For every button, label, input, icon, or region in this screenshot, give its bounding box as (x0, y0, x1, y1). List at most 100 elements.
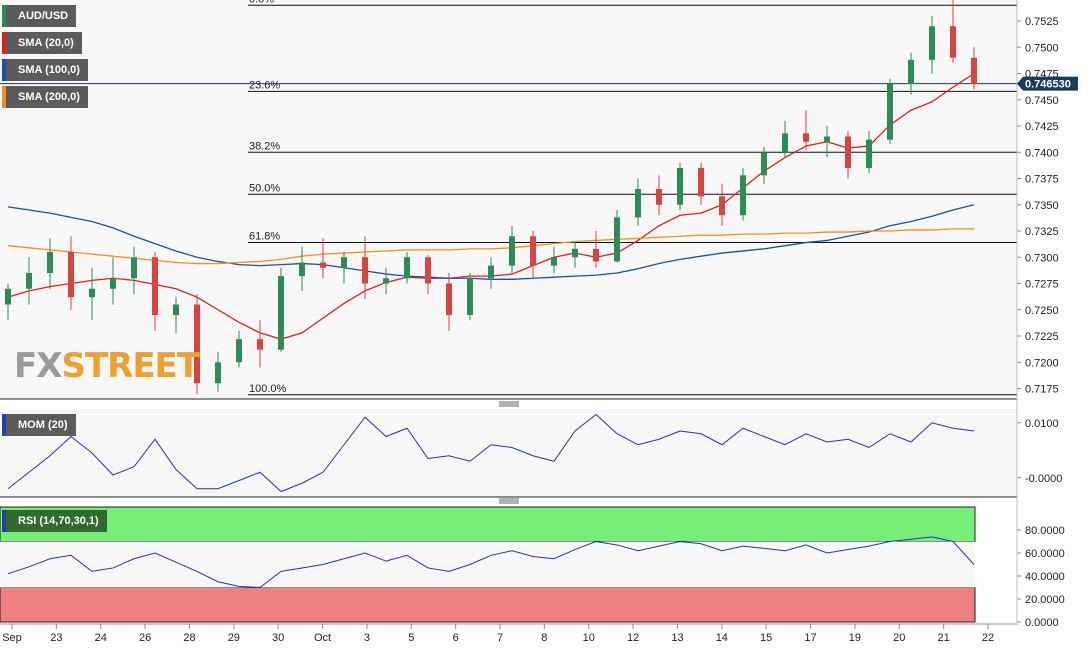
price-axis-label: 0.7500 (1025, 42, 1059, 54)
candle-body (929, 26, 935, 60)
mom-axis-label: 0.0100 (1025, 418, 1059, 430)
x-axis-label: 26 (139, 632, 151, 644)
candle-body (152, 257, 158, 315)
candle-body (845, 136, 851, 168)
sma100-legend[interactable]: SMA (100,0) (2, 59, 88, 81)
candle (845, 131, 851, 179)
candle (971, 47, 977, 90)
candle (173, 297, 179, 333)
rsi-legend[interactable]: RSI (14,70,30,1) (2, 510, 107, 532)
candle (635, 178, 641, 226)
candle-body (971, 57, 977, 84)
candle (572, 241, 578, 268)
candle-body (446, 283, 452, 315)
candle-body (488, 265, 494, 279)
price-axis-label: 0.7450 (1025, 95, 1059, 107)
candle-body (530, 236, 536, 266)
sma200-line (7, 228, 974, 265)
mom-legend[interactable]: MOM (20) (2, 414, 76, 436)
instrument-legend[interactable]: AUD/USD (2, 5, 77, 27)
candle-body (68, 252, 74, 298)
candle (950, 0, 956, 63)
panel-resize-handle[interactable] (499, 498, 519, 504)
candle-body (761, 152, 767, 176)
candle (194, 294, 200, 394)
candle-body (572, 248, 578, 258)
candle (908, 52, 914, 95)
candle-body (5, 288, 11, 305)
candle-body (656, 189, 662, 205)
candle-body (467, 278, 473, 315)
x-axis-label: 17 (804, 632, 816, 644)
x-axis-label: 3 (364, 632, 370, 644)
candle (236, 330, 242, 368)
candle-body (698, 168, 704, 197)
candle (593, 231, 599, 268)
x-axis-label: 8 (541, 632, 547, 644)
candle-body (47, 252, 53, 273)
fib-level-label: 50.0% (249, 182, 280, 194)
x-axis-label: 20 (893, 632, 905, 644)
candle (551, 246, 557, 273)
candle (761, 147, 767, 184)
fib-level-label: 23.6% (249, 79, 280, 91)
x-axis-label: 22 (982, 632, 994, 644)
rsi-oversold-band (0, 587, 976, 623)
sma20-legend[interactable]: SMA (20,0) (2, 32, 82, 54)
rsi-axis-label: 60.0000 (1025, 548, 1065, 560)
x-axis-label: 14 (716, 632, 728, 644)
candle-body (320, 262, 326, 268)
x-axis-label: 24 (95, 632, 107, 644)
candle-body (341, 257, 347, 268)
candle-body (719, 196, 725, 216)
candle-body (635, 189, 641, 218)
candle-body (593, 248, 599, 262)
x-axis-label: 29 (228, 632, 240, 644)
fib-level-label: 100.0% (249, 383, 287, 395)
candle (215, 351, 221, 392)
candle (719, 183, 725, 226)
candle-body (614, 217, 620, 262)
candle-body (257, 339, 263, 350)
price-axis-label: 0.7275 (1025, 279, 1059, 291)
candle-body (803, 133, 809, 142)
price-axis-label: 0.7525 (1025, 16, 1059, 28)
price-axis-label: 0.7250 (1025, 305, 1059, 317)
mom-line (7, 413, 975, 493)
candle (530, 231, 536, 279)
price-axis-label: 0.7200 (1025, 357, 1059, 369)
candle (425, 255, 431, 294)
candle (404, 252, 410, 284)
candle (824, 126, 830, 158)
candle (341, 252, 347, 284)
candle (26, 257, 32, 305)
panel-resize-handle[interactable] (499, 401, 519, 407)
candle-body (677, 168, 683, 205)
candle-body (131, 257, 137, 279)
candle (5, 283, 11, 321)
rsi-axis-label: 20.0000 (1025, 594, 1065, 606)
price-axis-label: 0.7400 (1025, 147, 1059, 159)
candle (47, 238, 53, 289)
candle-body (551, 257, 557, 266)
x-axis-label: Oct (314, 632, 331, 644)
price-plot-area (0, 0, 1017, 399)
current-price-value: 0.746530 (1025, 79, 1071, 91)
candle-body (110, 278, 116, 289)
candle-body (194, 304, 200, 384)
candle-body (299, 262, 305, 277)
candle-body (173, 304, 179, 315)
rsi-axis-label: 80.0000 (1025, 525, 1065, 537)
price-axis-label: 0.7350 (1025, 200, 1059, 212)
candle-body (782, 133, 788, 153)
candle-body (215, 362, 221, 384)
x-axis-label: 21 (938, 632, 950, 644)
candle (656, 175, 662, 216)
x-axis-label: 13 (671, 632, 683, 644)
sma200-legend[interactable]: SMA (200,0) (2, 86, 88, 108)
candle (677, 162, 683, 210)
candle-body (362, 257, 368, 284)
candle-body (740, 175, 746, 216)
candle (383, 267, 389, 294)
mom-axis-label: -0.0000 (1025, 473, 1062, 485)
